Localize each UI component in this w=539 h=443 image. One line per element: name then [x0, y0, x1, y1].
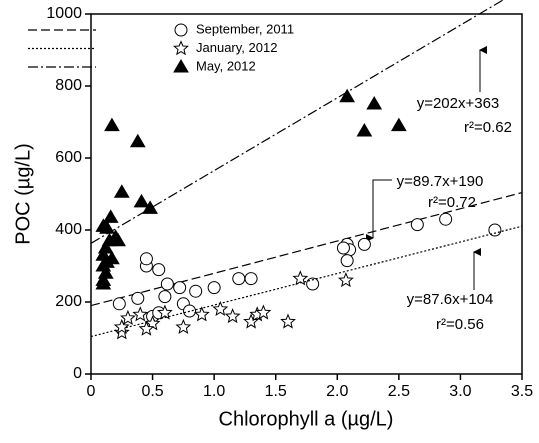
point [131, 291, 145, 305]
fit-line [90, 191, 523, 307]
point [120, 309, 136, 325]
point [280, 313, 296, 329]
annotation-equation: y=202x+363 [417, 95, 500, 112]
point [102, 209, 119, 223]
point [292, 270, 309, 286]
point [113, 324, 130, 340]
annotation-r2: r²=0.72 [428, 194, 476, 211]
fit-line [90, 0, 505, 244]
point [357, 237, 371, 251]
point [132, 306, 149, 322]
point [129, 133, 146, 148]
y-axis-title: POC (µg/L) [12, 143, 34, 245]
point [156, 304, 173, 320]
x-tick-label: 3.5 [511, 383, 533, 400]
y-tick-label: 600 [55, 149, 82, 166]
y-tick-label: 400 [55, 221, 82, 238]
x-tick-label: 1.5 [265, 383, 287, 400]
point [224, 308, 241, 324]
x-tick-label: 0.5 [141, 383, 163, 400]
point [113, 318, 130, 334]
point [99, 254, 115, 268]
point [340, 254, 354, 268]
x-tick-label: 1.0 [203, 383, 225, 400]
point [366, 96, 383, 110]
annotation-r2: r²=0.62 [464, 119, 512, 136]
point [142, 200, 158, 214]
point [439, 212, 453, 226]
legend-label: September, 2011 [196, 21, 294, 36]
point [113, 184, 130, 198]
point [173, 281, 187, 295]
y-tick-label: 800 [55, 77, 82, 94]
point [95, 276, 112, 290]
point [337, 272, 354, 288]
legend-marker [173, 40, 189, 56]
point [336, 241, 350, 255]
annotation-equation: y=87.6x+104 [407, 291, 494, 308]
arrow [366, 179, 392, 242]
plot-frame [90, 13, 523, 375]
point [207, 281, 221, 295]
legend-marker [173, 59, 189, 73]
point [158, 290, 172, 304]
y-tick-label: 200 [55, 293, 82, 310]
point [410, 218, 424, 232]
point [189, 284, 203, 298]
point [152, 263, 166, 277]
x-tick-label: 2.0 [326, 383, 348, 400]
y-tick-label: 0 [73, 365, 82, 382]
point [160, 277, 174, 291]
point [232, 272, 246, 286]
point [193, 306, 210, 322]
legend-label: May, 2012 [196, 58, 256, 73]
y-tick-label: 1000 [46, 5, 82, 22]
point [339, 88, 356, 103]
point [138, 320, 155, 336]
point [356, 123, 373, 137]
x-tick-label: 2.5 [388, 383, 410, 400]
legend-label: January, 2012 [196, 40, 277, 55]
x-tick-label: 3.0 [449, 383, 471, 400]
point [255, 304, 272, 320]
point [243, 313, 259, 329]
point [139, 252, 153, 266]
x-tick-label: 0 [87, 383, 96, 400]
point [488, 223, 502, 237]
point [104, 117, 120, 132]
annotation-equation: y=89.7x+190 [397, 173, 484, 190]
point [133, 193, 150, 208]
x-axis-title: Chlorophyll a (µg/L) [219, 408, 394, 430]
point [390, 117, 407, 132]
annotation-r2: r²=0.56 [436, 316, 484, 333]
point [99, 220, 115, 234]
point [112, 297, 126, 311]
point [244, 272, 258, 286]
legend-marker [174, 23, 188, 37]
point [175, 318, 192, 334]
point [212, 300, 229, 316]
